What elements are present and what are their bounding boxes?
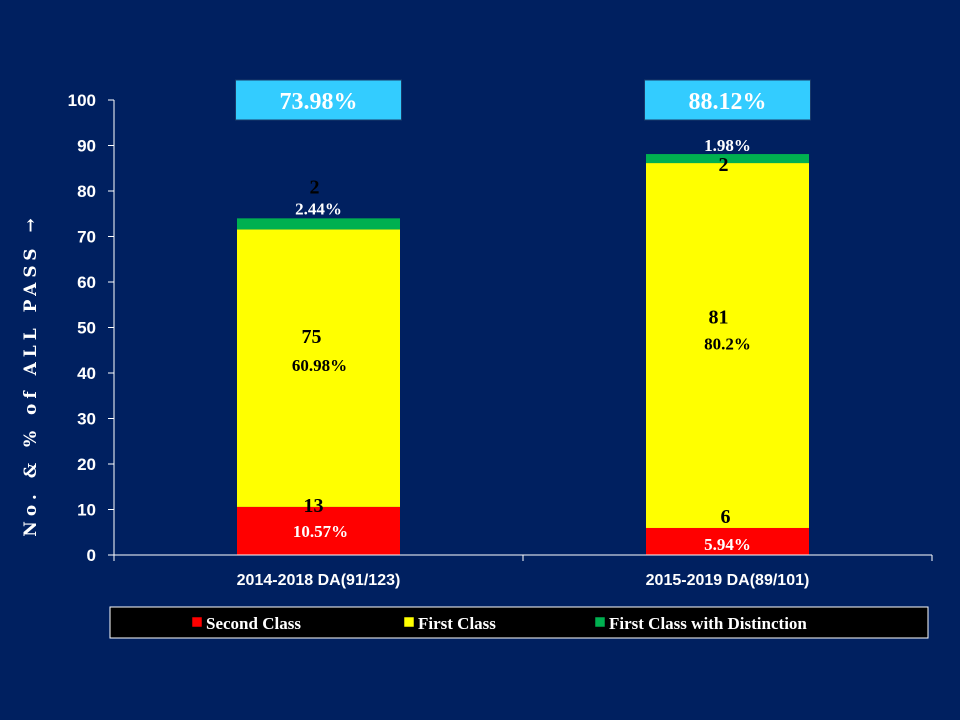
legend-entry-label: First Class with Distinction (609, 614, 807, 633)
legend-swatch (191, 616, 203, 628)
y-tick-label: 70 (77, 228, 96, 247)
count-label: 2 (310, 176, 320, 198)
total-callout-text: 88.12% (689, 89, 767, 115)
percent-label: 80.2% (704, 335, 751, 354)
y-tick-label: 30 (77, 410, 96, 429)
bar-segment (237, 229, 400, 507)
total-callout-box (644, 79, 811, 121)
legend-swatch (403, 616, 415, 628)
bar-segment (646, 154, 809, 164)
data-labels: 1310.57%7560.98%22.44%65.94%8180.2%1.98%… (292, 136, 751, 554)
count-label: 13 (304, 495, 324, 517)
total-callout-box (235, 79, 402, 121)
bar-segment (646, 527, 809, 555)
total-callouts: 73.98% 88.12% (235, 79, 811, 121)
count-label: 2 (719, 154, 729, 176)
y-tick-label: 40 (77, 364, 96, 383)
y-tick-label: 20 (77, 455, 96, 474)
y-tick-label: 100 (68, 91, 96, 110)
legend-swatch (594, 616, 606, 628)
y-tick-label: 0 (87, 546, 96, 565)
x-category-label: 2014-2018 DA(91/123) (237, 572, 401, 589)
bar-segment (237, 218, 400, 230)
count-label: 81 (709, 307, 729, 329)
axes: 0 10 20 30 40 50 60 70 80 90 100 2014-2018 DA(91/12… (68, 91, 933, 589)
percent-label: 2.44% (295, 199, 342, 218)
legend-entry-label: First Class (418, 614, 496, 633)
y-tick-label: 10 (77, 501, 96, 520)
count-label: 75 (302, 326, 322, 348)
percent-label: 10.57% (293, 522, 348, 541)
y-tick-label: 50 (77, 319, 96, 338)
total-callout-text: 73.98% (280, 89, 358, 115)
percent-label: 1.98% (704, 136, 751, 155)
y-tick-label: 80 (77, 182, 96, 201)
y-axis-label: No. & % of ALL PASS → (21, 213, 41, 536)
legend-box (109, 606, 929, 639)
bar-segment (646, 163, 809, 528)
bar-segment (237, 506, 400, 555)
count-label: 6 (721, 506, 731, 528)
percent-label: 60.98% (292, 356, 347, 375)
legend: Second Class First Class First Class with … (109, 606, 929, 639)
legend-entry-label: Second Class (206, 614, 301, 633)
y-tick-label: 90 (77, 137, 96, 156)
percent-label: 5.94% (704, 535, 751, 554)
x-category-label: 2015-2019 DA(89/101) (646, 572, 810, 589)
y-tick-label: 60 (77, 273, 96, 292)
bar-stacks (237, 154, 809, 555)
